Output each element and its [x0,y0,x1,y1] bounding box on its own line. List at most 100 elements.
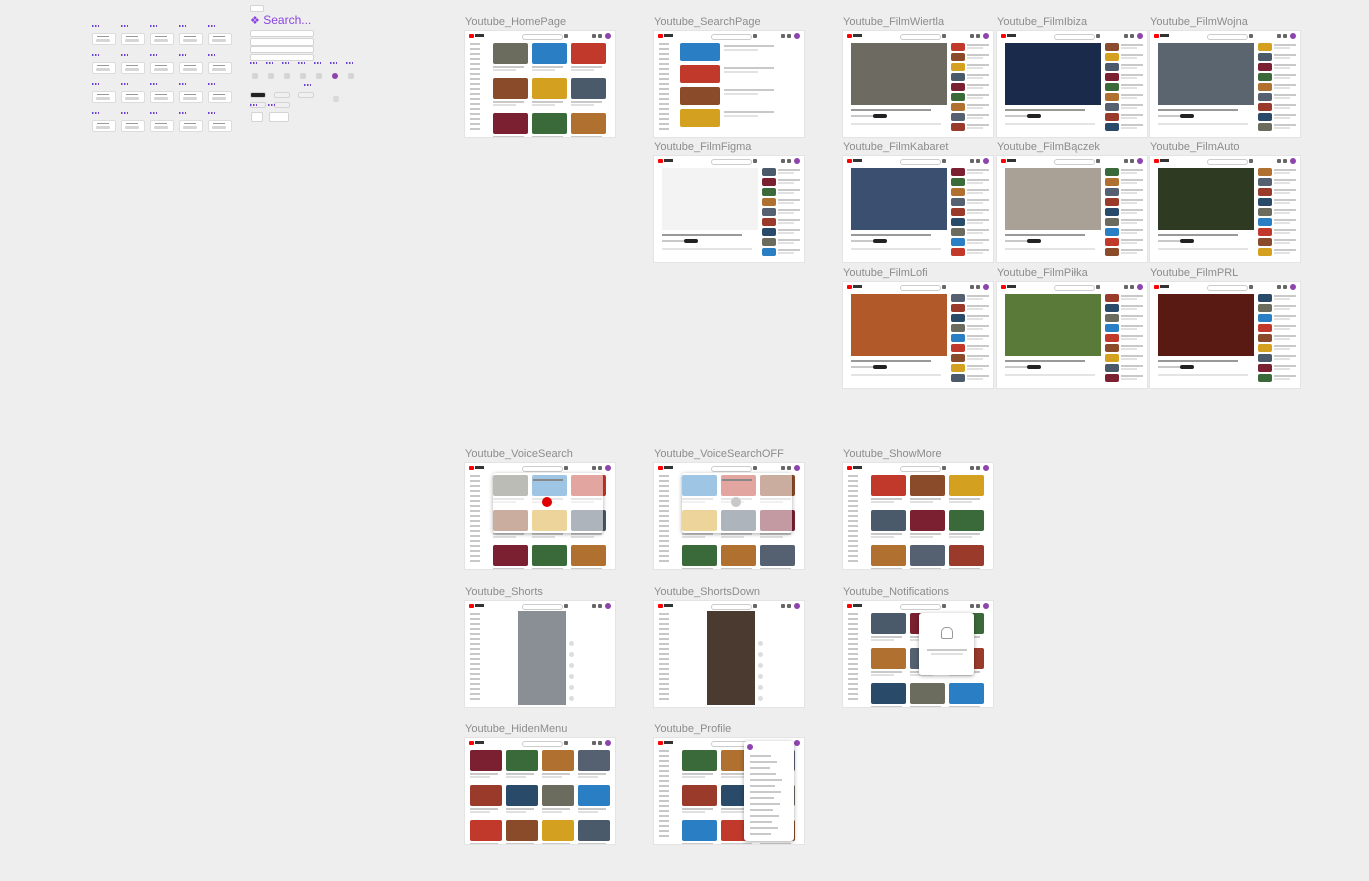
sidebar-item[interactable] [659,673,669,675]
related-video-thumbnail[interactable] [1258,168,1272,176]
sidebar-item[interactable] [659,485,669,487]
video-player[interactable] [851,294,947,356]
related-video-thumbnail[interactable] [1105,198,1119,206]
avatar-icon[interactable] [794,33,800,39]
create-icon[interactable] [592,466,596,470]
youtube-logo-icon[interactable] [658,34,663,38]
search-input[interactable] [711,604,752,610]
related-video-thumbnail[interactable] [762,188,776,196]
sidebar-item[interactable] [659,658,669,660]
video-title-line[interactable] [949,568,980,569]
related-video-title[interactable] [1274,239,1296,241]
sidebar-item[interactable] [470,485,480,487]
frame-label-voiceoff[interactable]: Youtube_VoiceSearchOFF [654,448,784,460]
video-thumbnail[interactable] [542,750,574,771]
video-thumbnail[interactable] [470,820,502,841]
related-video-title[interactable] [1274,365,1296,367]
video-title-line[interactable] [532,533,563,535]
video-thumbnail[interactable] [532,545,567,566]
related-video-title[interactable] [1274,335,1296,337]
profile-menu-item[interactable] [750,833,771,835]
video-thumbnail[interactable] [949,475,984,496]
video-thumbnail[interactable] [578,820,610,841]
sidebar-item[interactable] [659,93,669,95]
component-button[interactable] [150,120,174,132]
related-video-thumbnail[interactable] [1105,168,1119,176]
video-title-line[interactable] [682,533,713,535]
sidebar-item[interactable] [470,48,480,50]
video-title-line[interactable] [682,773,713,775]
youtube-logo-icon[interactable] [847,34,852,38]
video-title-line[interactable] [542,808,570,810]
frame-voice[interactable] [465,463,615,569]
video-thumbnail[interactable] [493,113,528,134]
related-video-title[interactable] [778,229,800,231]
component-handle[interactable] [208,83,215,85]
profile-menu-item[interactable] [750,803,780,805]
related-video-thumbnail[interactable] [951,178,965,186]
youtube-logo-icon[interactable] [1001,159,1006,163]
related-video-thumbnail[interactable] [1258,53,1272,61]
related-video-thumbnail[interactable] [1258,374,1272,382]
sidebar-item[interactable] [848,623,858,625]
youtube-logo-icon[interactable] [847,285,852,289]
profile-menu-item[interactable] [750,773,776,775]
youtube-logo-icon[interactable] [469,34,474,38]
sidebar-item[interactable] [470,648,480,650]
related-video-thumbnail[interactable] [1105,63,1119,71]
related-video-thumbnail[interactable] [1258,354,1272,362]
sidebar-item[interactable] [470,515,480,517]
related-video-thumbnail[interactable] [1105,334,1119,342]
video-thumbnail[interactable] [871,475,906,496]
related-video-thumbnail[interactable] [951,63,965,71]
sidebar-item[interactable] [659,505,669,507]
related-video-thumbnail[interactable] [1258,208,1272,216]
video-thumbnail[interactable] [542,820,574,841]
frame-shorts[interactable] [465,601,615,707]
related-video-title[interactable] [1121,239,1143,241]
related-video-thumbnail[interactable] [1105,354,1119,362]
related-video-thumbnail[interactable] [1258,178,1272,186]
sidebar-item[interactable] [470,633,480,635]
sidebar-item[interactable] [659,698,669,700]
sidebar-item[interactable] [470,98,480,100]
component-handle[interactable] [330,62,337,64]
sidebar-item[interactable] [848,628,858,630]
sidebar-item[interactable] [470,628,480,630]
frame-wojna[interactable] [1150,31,1300,137]
search-result-title[interactable] [724,67,774,69]
youtube-logo-icon[interactable] [1154,34,1159,38]
frame-label-home[interactable]: Youtube_HomePage [465,16,567,28]
video-thumbnail[interactable] [532,113,567,134]
sidebar-item[interactable] [848,500,858,502]
sidebar-item[interactable] [470,83,480,85]
sidebar-item[interactable] [659,510,669,512]
sidebar-item[interactable] [659,820,669,822]
sidebar-item[interactable] [848,673,858,675]
channel-row[interactable] [851,240,881,242]
shorts-action-button[interactable] [569,641,574,646]
related-video-title[interactable] [1121,114,1143,116]
video-title-line[interactable] [493,66,524,68]
sidebar-item[interactable] [470,693,480,695]
search-result-title[interactable] [724,45,774,47]
frame-label-wiertla[interactable]: Youtube_FilmWiertla [843,16,945,28]
video-title-line[interactable] [571,101,602,103]
video-thumbnail[interactable] [910,510,945,531]
avatar-icon[interactable] [983,158,989,164]
video-thumbnail[interactable] [493,545,528,566]
sidebar-item[interactable] [659,83,669,85]
chip-component[interactable] [269,112,289,122]
sidebar-item[interactable] [470,560,480,562]
related-video-thumbnail[interactable] [1105,53,1119,61]
related-video-thumbnail[interactable] [1105,304,1119,312]
create-icon[interactable] [1124,285,1128,289]
video-player[interactable] [851,168,947,230]
related-video-title[interactable] [1274,104,1296,106]
video-title-line[interactable] [721,808,752,810]
sidebar-item[interactable] [470,108,480,110]
component-button[interactable] [150,62,174,74]
shorts-action-button[interactable] [569,674,574,679]
related-video-title[interactable] [1274,229,1296,231]
sidebar-item[interactable] [848,525,858,527]
